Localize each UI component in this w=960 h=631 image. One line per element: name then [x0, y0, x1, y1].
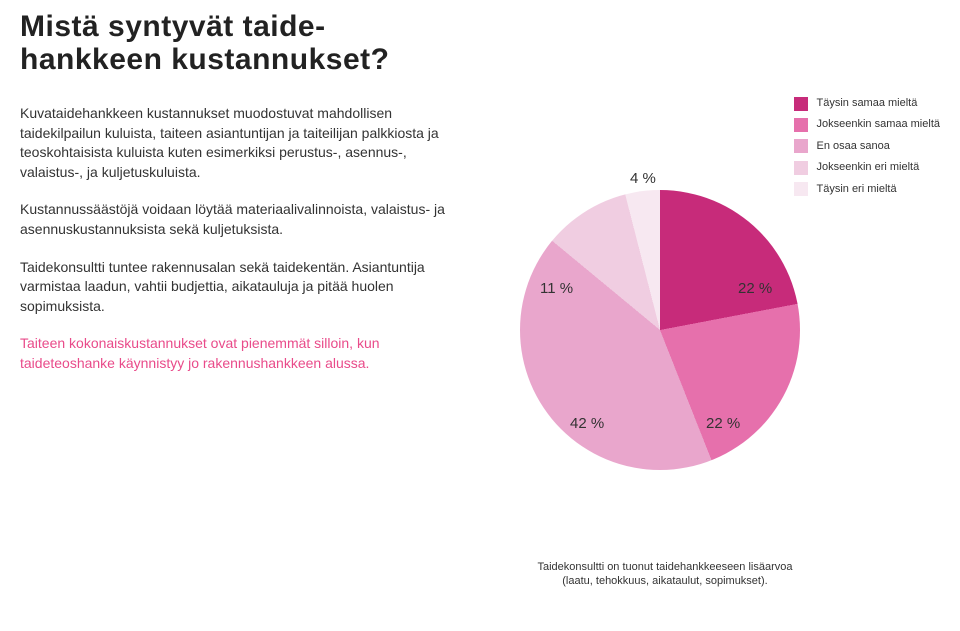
- legend-label: Jokseenkin eri mieltä: [816, 160, 919, 175]
- legend-label: Jokseenkin samaa mieltä: [816, 117, 940, 132]
- body-text-column: Kuvataidehankkeen kustannukset muodostuv…: [20, 104, 450, 374]
- paragraph-3: Taidekonsultti tuntee rakennusalan sekä …: [20, 258, 450, 317]
- pie-slice-label: 4 %: [630, 170, 656, 187]
- chart-caption: Taidekonsultti on tuonut taidehankkeesee…: [515, 560, 815, 589]
- pie-slice-label: 22 %: [706, 415, 740, 432]
- pie-graphic: [520, 190, 800, 470]
- title-line-1: Mistä syntyvät taide-: [20, 10, 326, 43]
- legend-label: Täysin samaa mieltä: [816, 96, 917, 111]
- legend-item: Jokseenkin samaa mieltä: [794, 117, 940, 132]
- page-title: Mistä syntyvät taide- hankkeen kustannuk…: [20, 10, 500, 76]
- legend-item: Täysin samaa mieltä: [794, 96, 940, 111]
- legend-swatch: [794, 97, 808, 111]
- legend-label: Täysin eri mieltä: [816, 182, 896, 197]
- caption-line-2: (laatu, tehokkuus, aikataulut, sopimukse…: [562, 575, 767, 587]
- pie-slice-label: 42 %: [570, 415, 604, 432]
- legend-label: En osaa sanoa: [816, 139, 889, 154]
- pie-slice-label: 22 %: [738, 280, 772, 297]
- title-line-2: hankkeen kustannukset?: [20, 43, 389, 76]
- paragraph-2: Kustannussäästöjä voidaan löytää materia…: [20, 200, 450, 239]
- legend-swatch: [794, 118, 808, 132]
- page-root: Mistä syntyvät taide- hankkeen kustannuk…: [0, 0, 960, 631]
- pie-slice-label: 11 %: [540, 280, 573, 297]
- pie-chart: Taidekonsultti on tuonut taidehankkeesee…: [480, 150, 820, 550]
- caption-line-1: Taidekonsultti on tuonut taidehankkeesee…: [537, 561, 792, 573]
- paragraph-4-highlight: Taiteen kokonaiskustannukset ovat pienem…: [20, 334, 450, 373]
- paragraph-1: Kuvataidehankkeen kustannukset muodostuv…: [20, 104, 450, 182]
